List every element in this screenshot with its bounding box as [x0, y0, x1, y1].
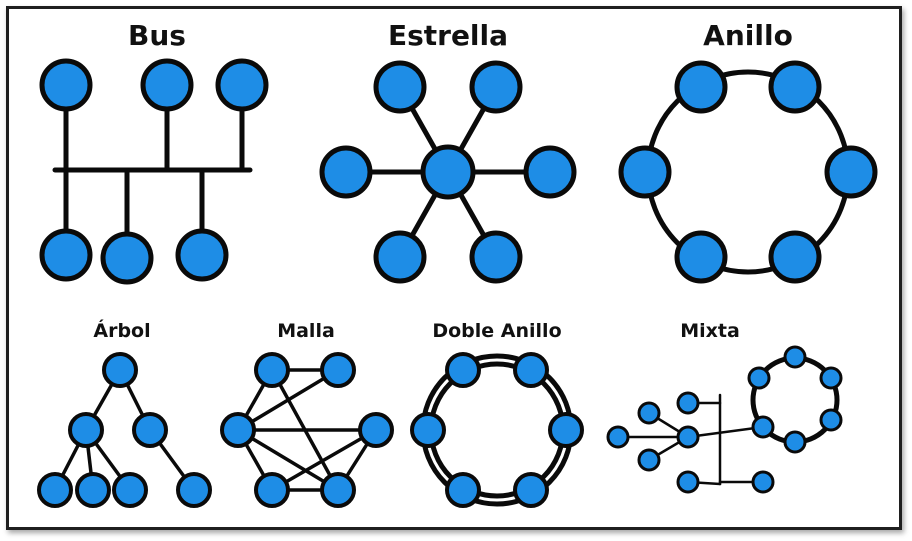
mixta-node: [819, 408, 843, 432]
malla-link: [236, 428, 340, 492]
anillo-node: [768, 230, 822, 284]
arbol-node: [102, 352, 138, 388]
arbol-node: [37, 472, 73, 508]
arbol-node: [176, 472, 212, 508]
malla-node: [220, 412, 256, 448]
bus-title: Bus: [128, 19, 186, 52]
arbol-title: Árbol: [93, 319, 150, 342]
mixta-link: [686, 425, 765, 439]
malla-node: [358, 412, 394, 448]
anillo-node: [618, 145, 672, 199]
bus-node: [39, 58, 93, 112]
doble-anillo-node: [548, 412, 584, 448]
anillo-title: Anillo: [703, 19, 793, 52]
estrella-node: [373, 230, 427, 284]
malla-node: [254, 472, 290, 508]
estrella-node: [469, 230, 523, 284]
anillo-node: [824, 145, 878, 199]
mixta-node: [676, 391, 700, 415]
bus-node: [39, 228, 93, 282]
anillo-node: [674, 230, 728, 284]
mixta-node: [676, 470, 700, 494]
bus-node: [140, 58, 194, 112]
malla-node: [320, 472, 356, 508]
doble-anillo-title: Doble Anillo: [432, 320, 561, 342]
mixta-title: Mixta: [680, 320, 740, 342]
anillo-node: [768, 60, 822, 114]
estrella-node: [319, 145, 373, 199]
doble-anillo-inner-ring: [428, 361, 566, 499]
arbol-node: [132, 412, 168, 448]
mixta-node: [747, 366, 771, 390]
malla-node: [320, 352, 356, 388]
arbol-node: [68, 412, 104, 448]
estrella-node: [523, 145, 577, 199]
bus-node: [215, 58, 269, 112]
malla-title: Malla: [277, 320, 335, 342]
estrella-title: Estrella: [388, 19, 508, 52]
mixta-node: [676, 425, 700, 449]
malla-node: [254, 352, 290, 388]
anillo-ring: [645, 69, 851, 275]
arbol-node: [75, 472, 111, 508]
anillo-node: [674, 60, 728, 114]
mixta-node: [751, 415, 775, 439]
mixta-node: [637, 448, 661, 472]
estrella-node: [373, 60, 427, 114]
malla-link: [270, 428, 378, 492]
doble-anillo-node: [513, 352, 549, 388]
mixta-node: [751, 470, 775, 494]
estrella-node: [469, 60, 523, 114]
doble-anillo-node: [513, 472, 549, 508]
malla-link: [236, 368, 340, 432]
bus-node: [100, 231, 154, 285]
mixta-node: [606, 425, 630, 449]
doble-anillo-node: [445, 352, 481, 388]
arbol-node: [112, 472, 148, 508]
estrella-hub-node: [420, 144, 476, 200]
doble-anillo-node: [445, 472, 481, 508]
mixta-node: [819, 366, 843, 390]
mixta-node: [637, 401, 661, 425]
bus-node: [175, 228, 229, 282]
doble-anillo-node: [410, 412, 446, 448]
mixta-node: [783, 345, 807, 369]
mixta-node: [783, 430, 807, 454]
